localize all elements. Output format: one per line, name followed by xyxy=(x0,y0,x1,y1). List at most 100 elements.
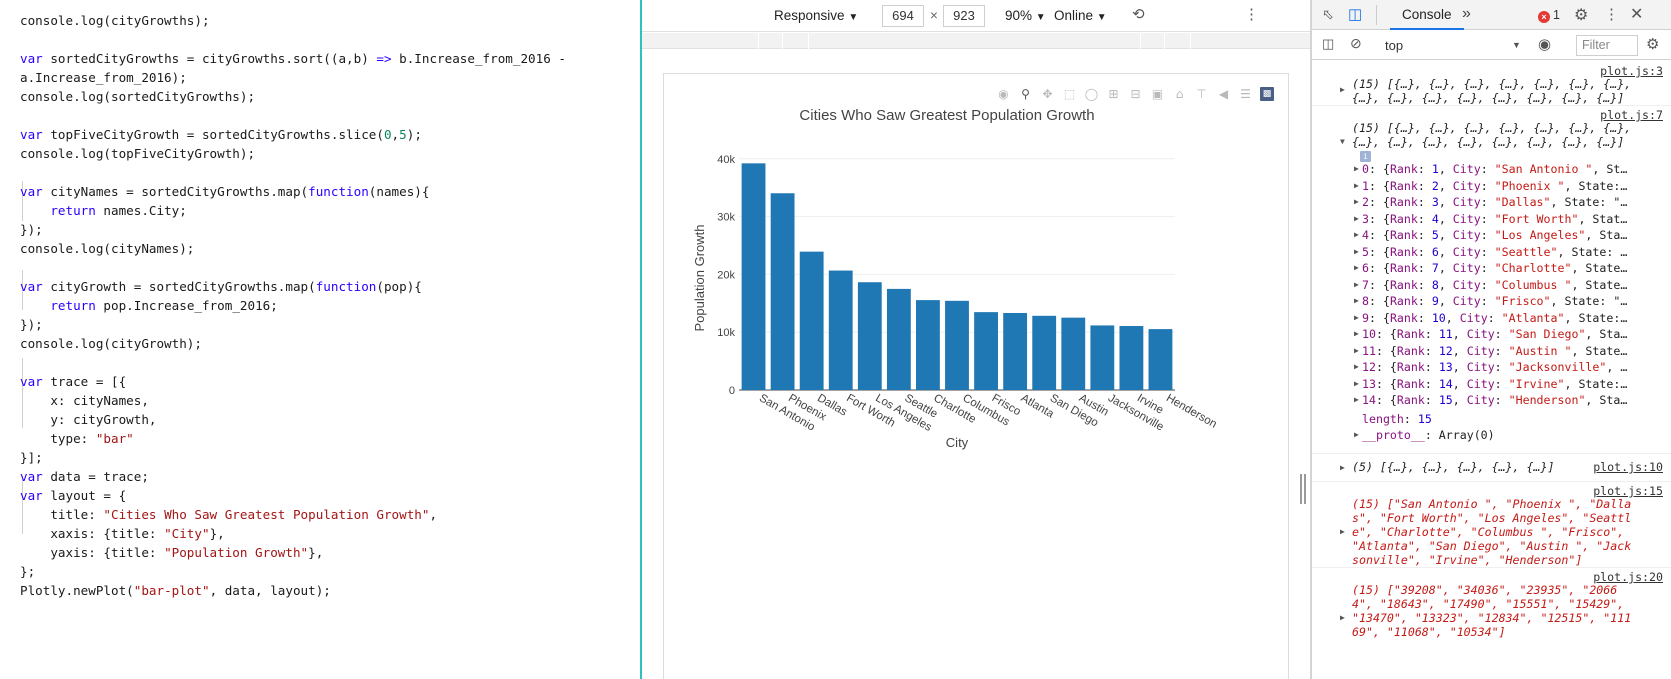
devtools-splitter[interactable] xyxy=(1310,0,1312,679)
bar[interactable] xyxy=(828,270,853,390)
collapse-arrow-icon[interactable]: ▼ xyxy=(1340,137,1345,146)
bar[interactable] xyxy=(741,163,766,390)
rotate-icon[interactable]: ⟲ xyxy=(1132,6,1145,23)
source-link[interactable]: plot.js:10 xyxy=(1593,460,1663,474)
more-tabs-icon[interactable]: » xyxy=(1462,5,1471,22)
width-input[interactable]: 694 xyxy=(882,5,924,27)
spike-lines-icon[interactable]: ⊤ xyxy=(1196,87,1207,101)
hover-closest-icon[interactable]: ◀ xyxy=(1218,87,1229,101)
expand-arrow-icon[interactable]: ▶ xyxy=(1354,395,1359,404)
console-message[interactable]: plot.js:20 ▶ (15) ["39208", "34036", "23… xyxy=(1312,568,1671,644)
bar[interactable] xyxy=(1119,326,1144,390)
bar[interactable] xyxy=(886,288,911,390)
console-message[interactable]: ▶ (5) [{…}, {…}, {…}, {…}, {…}] plot.js:… xyxy=(1312,454,1671,482)
source-link[interactable]: plot.js:7 xyxy=(1600,108,1663,122)
expand-arrow-icon[interactable]: ▶ xyxy=(1354,263,1359,272)
object-row[interactable]: 12: {Rank: 13, City: "Jacksonville", … xyxy=(1362,360,1628,374)
expand-arrow-icon[interactable]: ▶ xyxy=(1354,345,1359,355)
context-select[interactable]: top ▼ xyxy=(1382,35,1528,56)
zoom-icon[interactable]: ⚲ xyxy=(1021,87,1030,101)
bar[interactable] xyxy=(1061,317,1086,390)
console-message[interactable]: plot.js:7 (15) [{…}, {…}, {…}, {…}, {…},… xyxy=(1312,106,1671,454)
bar[interactable] xyxy=(1032,315,1057,390)
object-row[interactable]: 10: {Rank: 11, City: "San Diego", Sta… xyxy=(1362,327,1628,341)
source-link[interactable]: plot.js:15 xyxy=(1593,484,1663,498)
close-devtools-icon[interactable]: ✕ xyxy=(1630,6,1644,23)
resize-handle-icon[interactable] xyxy=(1300,474,1306,504)
object-row[interactable]: 11: {Rank: 12, City: "Austin ", State… xyxy=(1362,343,1628,358)
bar[interactable] xyxy=(916,300,940,390)
object-row[interactable]: 14: {Rank: 15, City: "Henderson", Sta… xyxy=(1362,393,1628,407)
expand-arrow-icon[interactable]: ▶ xyxy=(1354,213,1359,223)
bar[interactable] xyxy=(945,300,969,390)
settings-gear-icon[interactable]: ⚙ xyxy=(1574,7,1589,24)
expand-arrow-icon[interactable]: ▶ xyxy=(1354,230,1359,239)
expand-arrow-icon[interactable]: ▶ xyxy=(1354,430,1359,439)
object-row[interactable]: 2: {Rank: 3, City: "Dallas", State: "… xyxy=(1362,195,1628,209)
error-count-badge[interactable]: × 1 xyxy=(1538,8,1560,23)
expand-arrow-icon[interactable]: ▶ xyxy=(1354,180,1359,190)
object-row[interactable]: 8: {Rank: 9, City: "Frisco", State: "… xyxy=(1362,294,1628,308)
camera-icon[interactable]: ◉ xyxy=(998,87,1009,101)
expand-arrow-icon[interactable]: ▶ xyxy=(1354,197,1359,206)
bar[interactable] xyxy=(857,282,882,390)
autoscale-icon[interactable]: ▣ xyxy=(1151,87,1164,101)
source-link[interactable]: plot.js:3 xyxy=(1600,64,1663,78)
bar[interactable] xyxy=(799,251,824,390)
expand-arrow-icon[interactable]: ▶ xyxy=(1340,527,1345,536)
expand-arrow-icon[interactable]: ▶ xyxy=(1354,362,1359,371)
bar[interactable] xyxy=(1003,312,1028,390)
expand-arrow-icon[interactable]: ▶ xyxy=(1340,463,1345,472)
expand-arrow-icon[interactable]: ▶ xyxy=(1354,296,1359,305)
pan-icon[interactable]: ✥ xyxy=(1042,87,1053,101)
device-mode-select[interactable]: Responsive ▼ xyxy=(774,8,858,23)
expand-arrow-icon[interactable]: ▶ xyxy=(1340,613,1345,622)
expand-arrow-icon[interactable]: ▶ xyxy=(1354,378,1359,388)
zoom-in-icon[interactable]: ⊞ xyxy=(1108,87,1119,101)
source-link[interactable]: plot.js:20 xyxy=(1593,570,1663,584)
devtools-menu-icon[interactable]: ⋮ xyxy=(1604,6,1619,23)
object-row[interactable]: 3: {Rank: 4, City: "Fort Worth", Stat… xyxy=(1362,211,1628,226)
expand-arrow-icon[interactable]: ▶ xyxy=(1354,279,1359,289)
code-editor[interactable]: console.log(cityGrowths); var sortedCity… xyxy=(0,0,640,679)
plotly-logo-icon[interactable]: ▩ xyxy=(1260,87,1274,101)
object-row[interactable]: 9: {Rank: 10, City: "Atlanta", State:… xyxy=(1362,310,1628,325)
expand-arrow-icon[interactable]: ▶ xyxy=(1354,312,1359,322)
info-icon[interactable]: i xyxy=(1360,151,1371,162)
box-select-icon[interactable]: ⬚ xyxy=(1063,87,1076,101)
show-sidebar-icon[interactable]: ◫ xyxy=(1322,36,1335,51)
expand-arrow-icon[interactable]: ▶ xyxy=(1354,329,1359,338)
clear-console-icon[interactable]: ⊘ xyxy=(1350,35,1362,51)
inspect-element-icon[interactable]: ⬁ xyxy=(1322,6,1334,22)
bar[interactable] xyxy=(974,312,998,390)
expand-arrow-icon[interactable]: ▶ xyxy=(1354,246,1359,256)
network-select[interactable]: Online ▼ xyxy=(1054,8,1107,23)
object-row[interactable]: 1: {Rank: 2, City: "Phoenix ", State:… xyxy=(1362,178,1628,193)
object-row[interactable]: 13: {Rank: 14, City: "Irvine", State:… xyxy=(1362,376,1628,391)
live-expression-eye-icon[interactable]: ◉ xyxy=(1538,36,1552,53)
object-row[interactable]: 0: {Rank: 1, City: "San Antonio ", St… xyxy=(1362,162,1628,176)
zoom-select[interactable]: 90% ▼ xyxy=(1005,8,1046,23)
expand-arrow-icon[interactable]: ▶ xyxy=(1340,85,1345,94)
object-row[interactable]: 6: {Rank: 7, City: "Charlotte", State… xyxy=(1362,261,1628,275)
more-options-icon[interactable]: ⋮ xyxy=(1244,6,1259,23)
bar[interactable] xyxy=(770,193,795,390)
object-row[interactable]: 5: {Rank: 6, City: "Seattle", State: … xyxy=(1362,244,1628,259)
expand-arrow-icon[interactable]: ▶ xyxy=(1354,164,1359,173)
media-query-bar[interactable] xyxy=(642,33,1310,49)
lasso-icon[interactable]: ◯ xyxy=(1084,87,1099,101)
console-message[interactable]: plot.js:15 ▶ (15) ["San Antonio ", "Phoe… xyxy=(1312,482,1671,568)
bar[interactable] xyxy=(1148,329,1173,390)
filter-input[interactable]: Filter xyxy=(1576,35,1638,56)
bar[interactable] xyxy=(1090,325,1115,390)
home-icon[interactable]: ⌂ xyxy=(1175,87,1184,101)
tab-console[interactable]: Console xyxy=(1390,0,1464,30)
zoom-out-icon[interactable]: ⊟ xyxy=(1130,87,1141,101)
console-message[interactable]: plot.js:3 ▶ (15) [{…}, {…}, {…}, {…}, {…… xyxy=(1312,62,1671,106)
object-row[interactable]: 7: {Rank: 8, City: "Columbus ", State… xyxy=(1362,277,1628,292)
hover-compare-icon[interactable]: ☰ xyxy=(1240,87,1251,101)
console-settings-icon[interactable]: ⚙ xyxy=(1646,36,1660,53)
object-row[interactable]: 4: {Rank: 5, City: "Los Angeles", Sta… xyxy=(1362,228,1628,242)
height-input[interactable]: 923 xyxy=(943,5,985,27)
device-toggle-icon[interactable]: ◫ xyxy=(1348,6,1363,23)
